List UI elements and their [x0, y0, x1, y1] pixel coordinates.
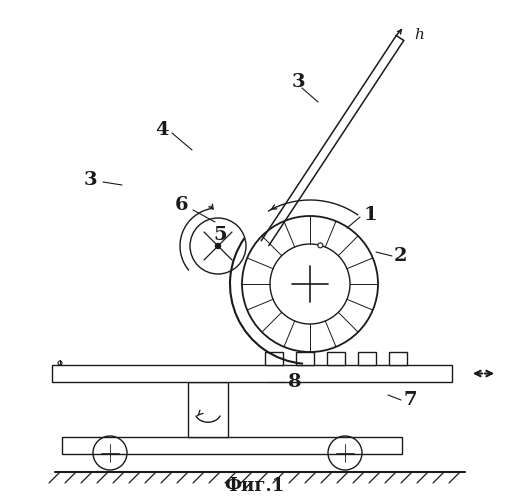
Text: 7: 7 — [403, 391, 417, 409]
Bar — [296, 352, 314, 365]
Bar — [62, 437, 402, 454]
Bar — [265, 352, 283, 365]
Bar — [327, 352, 345, 365]
Text: Фиг.1: Фиг.1 — [224, 477, 284, 495]
Bar — [188, 382, 228, 437]
Text: 6: 6 — [175, 196, 189, 214]
Text: 4: 4 — [155, 121, 169, 139]
Text: 8: 8 — [288, 373, 302, 391]
Text: h: h — [414, 28, 424, 42]
Bar — [358, 352, 376, 365]
Bar — [389, 352, 407, 365]
Text: 2: 2 — [393, 247, 407, 265]
Text: 1: 1 — [363, 206, 377, 224]
Text: 5: 5 — [213, 226, 227, 244]
Circle shape — [215, 244, 220, 248]
Text: 3: 3 — [291, 73, 305, 91]
Bar — [52, 365, 452, 382]
Circle shape — [318, 243, 323, 248]
Text: 3: 3 — [83, 171, 97, 189]
